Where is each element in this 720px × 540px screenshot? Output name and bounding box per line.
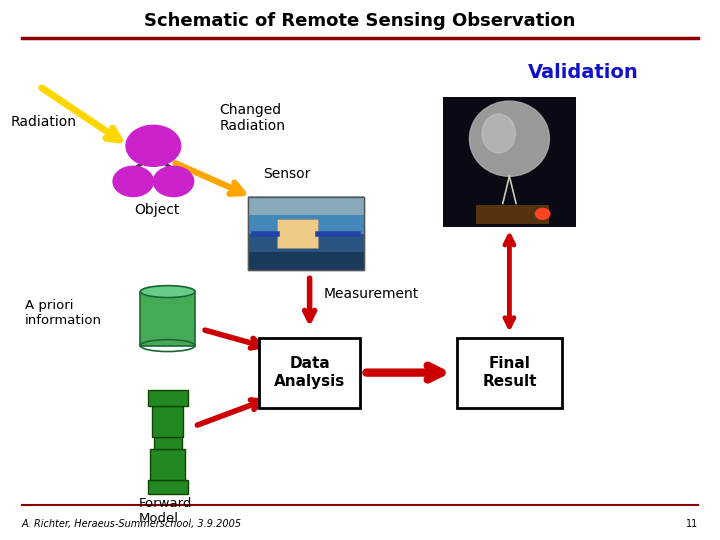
Text: A. Richter, Heraeus-Summerschool, 3.9.2005: A. Richter, Heraeus-Summerschool, 3.9.20… <box>22 519 242 529</box>
Text: Final
Result: Final Result <box>482 356 536 389</box>
FancyBboxPatch shape <box>248 214 364 233</box>
Text: Schematic of Remote Sensing Observation: Schematic of Remote Sensing Observation <box>144 11 576 30</box>
Text: Forward
Model: Forward Model <box>139 497 192 525</box>
FancyBboxPatch shape <box>248 251 364 270</box>
Circle shape <box>153 166 194 197</box>
Text: Validation: Validation <box>528 63 639 83</box>
FancyBboxPatch shape <box>148 481 187 494</box>
FancyBboxPatch shape <box>457 338 562 408</box>
FancyBboxPatch shape <box>476 205 549 224</box>
Circle shape <box>126 125 181 166</box>
FancyBboxPatch shape <box>248 197 364 215</box>
FancyBboxPatch shape <box>150 449 186 481</box>
Text: Changed
Radiation: Changed Radiation <box>220 103 286 133</box>
Circle shape <box>536 208 550 219</box>
Text: Radiation: Radiation <box>11 114 77 129</box>
Circle shape <box>113 166 153 197</box>
FancyBboxPatch shape <box>277 219 318 248</box>
Text: Data
Analysis: Data Analysis <box>274 356 345 389</box>
Text: Measurement: Measurement <box>324 287 419 301</box>
FancyBboxPatch shape <box>443 97 576 227</box>
Text: Object: Object <box>134 203 180 217</box>
FancyBboxPatch shape <box>140 292 195 346</box>
FancyBboxPatch shape <box>248 233 364 252</box>
FancyBboxPatch shape <box>153 406 183 437</box>
FancyBboxPatch shape <box>259 338 360 408</box>
FancyBboxPatch shape <box>148 390 187 406</box>
Ellipse shape <box>469 101 549 176</box>
FancyBboxPatch shape <box>154 437 181 449</box>
Text: Sensor: Sensor <box>263 167 310 181</box>
Ellipse shape <box>140 286 195 298</box>
Ellipse shape <box>482 114 516 153</box>
FancyBboxPatch shape <box>248 197 364 270</box>
Text: 11: 11 <box>686 519 698 529</box>
Text: A priori
information: A priori information <box>25 299 102 327</box>
